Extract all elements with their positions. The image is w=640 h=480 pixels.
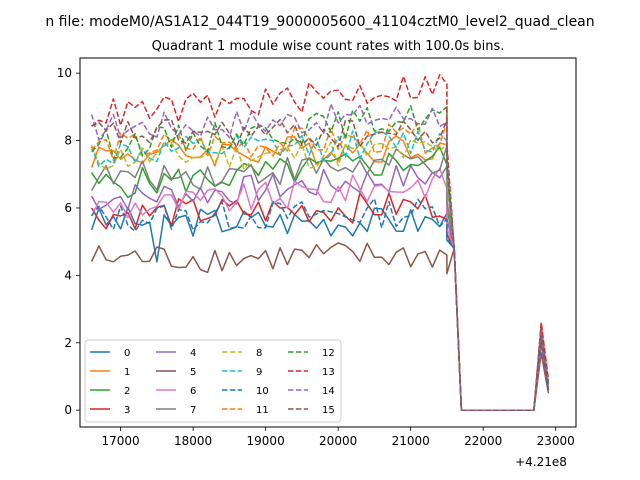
legend-label-4: 4: [190, 348, 196, 359]
x-tick-label: 23000: [537, 434, 575, 448]
series-line-15: [91, 118, 550, 411]
axes-frame: [79, 57, 577, 428]
series-line-9: [90, 130, 550, 411]
legend-label-3: 3: [124, 405, 130, 416]
legend-label-6: 6: [190, 386, 196, 397]
y-tick-label: 0: [64, 403, 72, 417]
y-tick-label: 8: [64, 134, 72, 148]
x-tick-label: 17000: [102, 434, 140, 448]
series-line-3: [90, 192, 550, 411]
legend-label-2: 2: [124, 386, 130, 397]
y-tick-label: 6: [64, 201, 72, 215]
x-axis: 17000 18000 19000 20000 21000 22000 23000: [102, 427, 575, 448]
x-offset-label: +4.21e8: [515, 455, 567, 469]
series-line-6: [90, 167, 550, 411]
series-line-7: [90, 144, 550, 411]
figure-suptitle: n file: modeM0/AS1A12_044T19_9000005600_…: [45, 14, 594, 30]
legend-label-10: 10: [256, 386, 269, 397]
series-line-10: [91, 197, 550, 411]
chart-title: Quadrant 1 module wise count rates with …: [152, 39, 505, 54]
series-line-13: [91, 73, 550, 411]
legend-label-15: 15: [322, 405, 335, 416]
legend-box: [84, 339, 342, 423]
series-line-11: [91, 121, 550, 411]
legend-label-8: 8: [256, 348, 262, 359]
series-layer: [90, 73, 550, 411]
legend-label-13: 13: [322, 367, 335, 378]
x-tick-label: 19000: [247, 434, 285, 448]
series-line-4: [90, 164, 550, 411]
legend-label-7: 7: [190, 405, 196, 416]
x-tick-label: 20000: [319, 434, 357, 448]
legend-label-14: 14: [322, 386, 335, 397]
legend-label-11: 11: [256, 405, 269, 416]
series-line-8: [90, 139, 550, 411]
series-line-5: [90, 242, 550, 411]
y-tick-label: 4: [64, 268, 72, 282]
y-tick-label: 2: [64, 336, 72, 350]
legend-label-0: 0: [124, 348, 130, 359]
legend-label-12: 12: [322, 348, 335, 359]
x-tick-label: 18000: [174, 434, 212, 448]
legend-label-9: 9: [256, 367, 262, 378]
y-axis: 0 2 4 6 8 10: [57, 66, 80, 417]
series-line-14: [90, 103, 550, 411]
legend-label-1: 1: [124, 367, 130, 378]
x-tick-label: 22000: [464, 434, 502, 448]
y-tick-label: 10: [57, 66, 72, 80]
x-tick-label: 21000: [392, 434, 430, 448]
legend-label-5: 5: [190, 367, 196, 378]
